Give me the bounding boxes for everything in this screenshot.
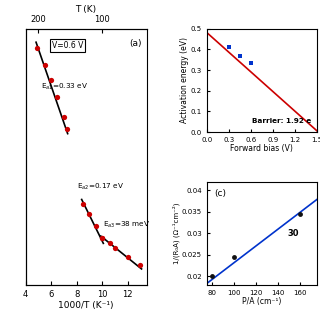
X-axis label: P/A (cm⁻¹): P/A (cm⁻¹) [242,297,282,306]
X-axis label: 1000/T (K⁻¹): 1000/T (K⁻¹) [58,301,114,310]
Text: E$_{a2}$=0.17 eV: E$_{a2}$=0.17 eV [76,182,124,192]
Y-axis label: 1/(R₀A) (Ω⁻¹cm⁻²): 1/(R₀A) (Ω⁻¹cm⁻²) [173,203,180,264]
Text: V=0.6 V: V=0.6 V [52,41,83,50]
Text: 30: 30 [287,229,299,238]
Text: Barrier: 1.92 e: Barrier: 1.92 e [252,118,311,124]
Text: E$_{a1}$=0.33 eV: E$_{a1}$=0.33 eV [41,82,88,92]
X-axis label: Forward bias (V): Forward bias (V) [230,144,293,153]
Y-axis label: Activation energy (eV): Activation energy (eV) [180,37,189,124]
X-axis label: T (K): T (K) [76,5,97,14]
Text: (c): (c) [214,189,227,198]
Text: E$_{a3}$=38 meV: E$_{a3}$=38 meV [103,220,150,230]
Text: (a): (a) [129,38,141,48]
